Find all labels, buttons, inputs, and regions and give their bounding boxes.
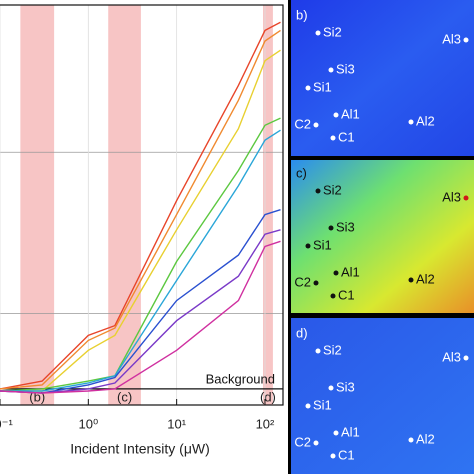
chart: (b)(c)(d)Background10⁻¹10⁰10¹10²Incident… — [0, 4, 284, 457]
point-label: Si1 — [313, 397, 332, 412]
point-label: Si1 — [313, 79, 332, 94]
point-label: Al3 — [442, 189, 461, 204]
point-dot — [328, 385, 334, 391]
point-label: Al2 — [416, 431, 435, 446]
x-tick-label: 10¹ — [167, 416, 186, 431]
panels: b) Si2 Al3 Si3 Si1 Al1 Al2 C2 C1 c) Si2 Al3 Si3 Si1 Al… — [294, 7, 469, 462]
point-label: Si1 — [313, 237, 332, 252]
background-label: Background — [206, 371, 275, 386]
point-dot — [463, 37, 469, 43]
region-label: (c) — [117, 389, 132, 404]
point-label: C2 — [294, 116, 311, 131]
point-dot — [333, 270, 339, 276]
region — [263, 5, 273, 405]
point-dot — [333, 112, 339, 118]
point-dot — [313, 280, 319, 286]
point-dot — [328, 67, 334, 73]
point-label: Si2 — [323, 182, 342, 197]
point-label: Al2 — [416, 113, 435, 128]
series-line — [0, 49, 281, 392]
point-label: Al3 — [442, 349, 461, 364]
series-line — [0, 21, 281, 390]
point-dot — [315, 348, 321, 354]
point-dot — [315, 30, 321, 36]
point-label: Al1 — [341, 106, 360, 121]
point-dot — [313, 122, 319, 128]
region-label: (d) — [260, 389, 276, 404]
point-dot — [333, 430, 339, 436]
point-label: C2 — [294, 434, 311, 449]
point-label: Al1 — [341, 424, 360, 439]
point-label: C2 — [294, 274, 311, 289]
point-label: C1 — [338, 447, 355, 462]
series-line — [0, 29, 281, 390]
series-line — [0, 117, 281, 392]
point-dot — [330, 293, 336, 299]
point-dot — [305, 85, 311, 91]
point-dot — [463, 355, 469, 361]
panel-image — [291, 0, 474, 156]
point-dot — [463, 195, 469, 201]
x-tick-label: 10⁻¹ — [0, 416, 13, 431]
point-dot — [305, 403, 311, 409]
point-label: Al3 — [442, 31, 461, 46]
series-line — [0, 240, 281, 394]
series-line — [0, 129, 281, 392]
point-label: Al1 — [341, 264, 360, 279]
point-dot — [408, 277, 414, 283]
x-tick-label: 10⁰ — [78, 416, 98, 431]
panel-label: d) — [296, 325, 308, 340]
point-dot — [313, 440, 319, 446]
panel-image — [291, 160, 474, 313]
point-label: C1 — [338, 287, 355, 302]
point-label: Si3 — [336, 219, 355, 234]
region — [20, 5, 55, 405]
point-dot — [408, 119, 414, 125]
point-label: Si3 — [336, 61, 355, 76]
panel-label: b) — [296, 7, 308, 22]
panel-label: c) — [296, 165, 307, 180]
region — [108, 5, 141, 405]
point-dot — [330, 135, 336, 141]
point-label: Si2 — [323, 342, 342, 357]
point-label: C1 — [338, 129, 355, 144]
panel-image — [291, 318, 474, 474]
x-axis-title: Incident Intensity (μW) — [70, 441, 210, 457]
plot-frame — [0, 4, 284, 406]
point-dot — [315, 188, 321, 194]
point-label: Si2 — [323, 24, 342, 39]
point-label: Al2 — [416, 271, 435, 286]
point-label: Si3 — [336, 379, 355, 394]
point-dot — [328, 225, 334, 231]
point-dot — [408, 437, 414, 443]
point-dot — [330, 453, 336, 459]
x-tick-label: 10² — [256, 416, 275, 431]
point-dot — [305, 243, 311, 249]
